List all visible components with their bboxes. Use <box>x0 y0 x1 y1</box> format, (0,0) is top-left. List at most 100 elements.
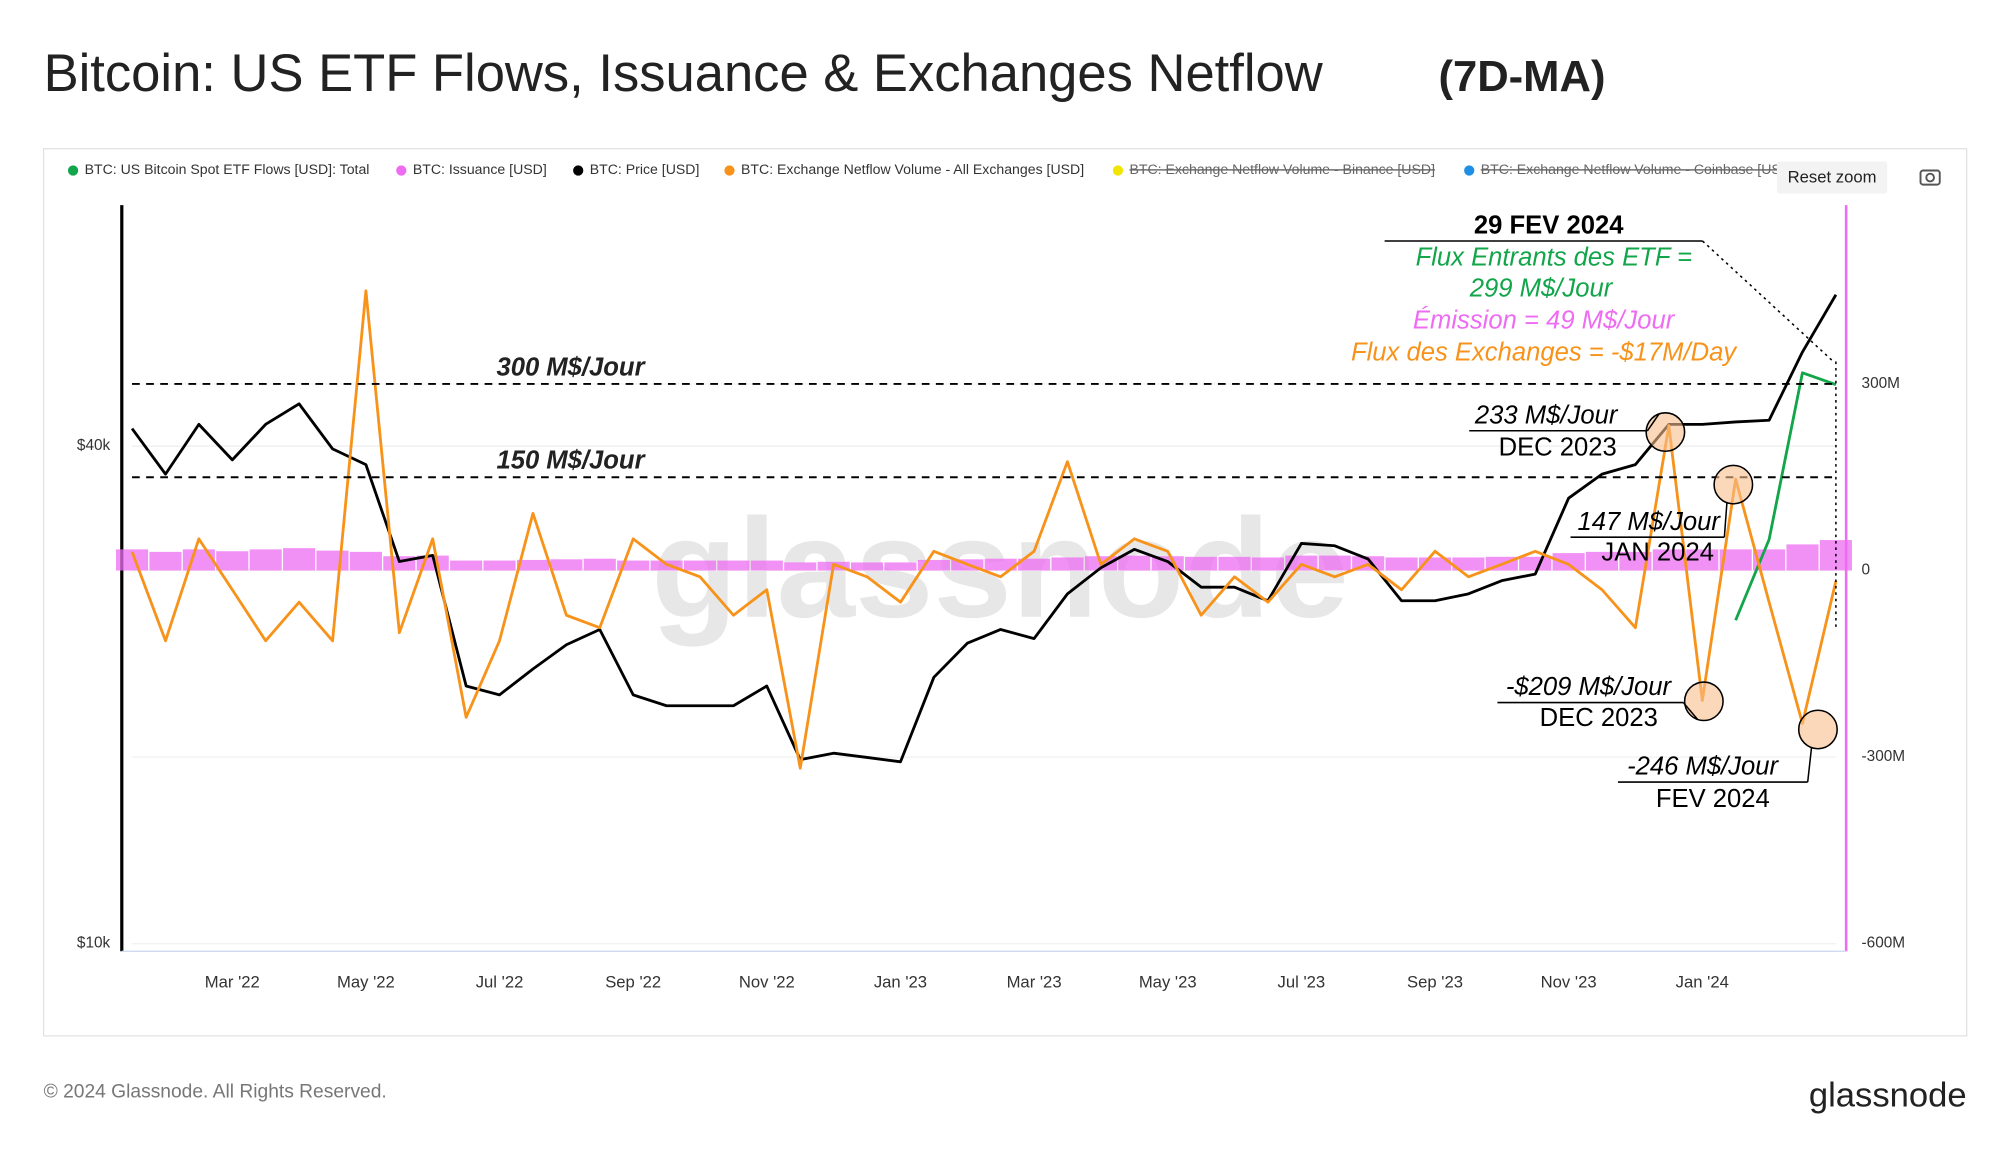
legend-label: BTC: Exchange Netflow Volume - All Excha… <box>741 161 1084 177</box>
annotation-circle <box>1797 709 1838 750</box>
legend-label: BTC: Price [USD] <box>590 161 700 177</box>
issuance-bar <box>1686 549 1719 571</box>
y-tick-label: $10k <box>77 935 111 952</box>
camera-lens[interactable] <box>1925 172 1935 183</box>
issuance-bar <box>1652 549 1685 571</box>
annotation-text: Flux des Exchanges = -$17M/Day <box>1351 339 1738 367</box>
y2-tick-label: 0 <box>1862 562 1871 579</box>
issuance-bar <box>1385 557 1418 571</box>
issuance-bar <box>884 562 917 571</box>
annotation-text: 299 M$/Jour <box>1469 275 1614 303</box>
y2-tick-label: -300M <box>1862 748 1906 765</box>
issuance-bar <box>1753 549 1786 571</box>
issuance-bar <box>1018 558 1051 571</box>
annotation-text: DEC 2023 <box>1540 704 1658 732</box>
annotation-pointer <box>1806 747 1813 783</box>
issuance-bar <box>115 549 149 571</box>
legend-dot <box>1464 165 1475 176</box>
issuance-bar <box>1185 556 1218 571</box>
annotation-text: 29 FEV 2024 <box>1474 212 1624 240</box>
x-tick-label: Jul '22 <box>476 973 524 992</box>
annotation-pointer <box>1682 702 1699 720</box>
annotation-pointer <box>1702 240 1834 363</box>
chart-title: Bitcoin: US ETF Flows, Issuance & Exchan… <box>44 44 1324 103</box>
annotation-text: -246 M$/Jour <box>1627 753 1779 781</box>
x-tick-label: Sep '22 <box>605 973 661 992</box>
issuance-bar <box>683 560 717 571</box>
annotation-text: -$209 M$/Jour <box>1506 673 1673 701</box>
reference-label: 150 M$/Jour <box>496 447 646 475</box>
reference-label: 300 M$/Jour <box>496 353 646 381</box>
legend-label-hidden: BTC: Exchange Netflow Volume - Binance [… <box>1129 161 1435 177</box>
issuance-bar <box>516 559 550 571</box>
series-line <box>130 289 1838 770</box>
issuance-bar <box>1585 551 1619 571</box>
annotation-text: Flux Entrants des ETF = <box>1416 244 1693 272</box>
annotation-text: FEV 2024 <box>1656 785 1770 813</box>
footer: © 2024 Glassnode. All Rights Reserved. <box>44 1081 387 1102</box>
issuance-bar <box>617 560 650 571</box>
issuance-bar <box>1786 544 1819 571</box>
issuance-bar <box>784 562 817 571</box>
issuance-bar <box>1051 557 1084 571</box>
x-tick-label: Sep '23 <box>1407 973 1463 992</box>
x-tick-label: Mar '23 <box>1007 973 1062 992</box>
annotation-text: Émission = 49 M$/Jour <box>1413 306 1676 335</box>
issuance-bar <box>1318 555 1351 571</box>
x-tick-label: May '23 <box>1139 973 1197 992</box>
annotation-text: 233 M$/Jour <box>1474 401 1619 429</box>
issuance-bar <box>1452 557 1485 571</box>
annotation-pointer <box>1723 502 1728 538</box>
issuance-bar <box>717 560 750 571</box>
chart-frame <box>42 148 1968 1037</box>
legend-label-hidden: BTC: Exchange Netflow Volume - Coinbase … <box>1481 161 1781 177</box>
series-line <box>130 294 1838 764</box>
y2-tick-label: -600M <box>1862 935 1906 952</box>
issuance-bar <box>1552 553 1585 571</box>
annotation-circle <box>1645 412 1686 453</box>
x-tick-label: Nov '22 <box>739 973 795 992</box>
issuance-bar <box>450 560 483 571</box>
y-tick-label: $40k <box>77 437 111 454</box>
issuance-bar <box>917 559 950 571</box>
issuance-bar <box>1118 555 1151 571</box>
issuance-bar <box>850 562 884 571</box>
issuance-bar <box>483 560 516 571</box>
issuance-bar <box>149 551 182 571</box>
camera-body[interactable] <box>1919 169 1941 186</box>
reset-zoom-label[interactable]: Reset zoom <box>1788 168 1877 187</box>
annotation-circle <box>1683 681 1724 722</box>
legend-dot <box>573 165 584 176</box>
annotation-circle <box>1713 464 1754 505</box>
legend-dot <box>67 165 79 176</box>
annotation-text: 147 M$/Jour <box>1577 508 1721 536</box>
x-tick-label: Jan '23 <box>874 973 927 992</box>
issuance-bar <box>216 551 249 571</box>
issuance-bar <box>249 549 282 571</box>
issuance-bar <box>182 549 215 571</box>
chart-title-suffix: (7D-MA) <box>1438 53 1605 101</box>
y2-tick-label: 300M <box>1862 375 1900 392</box>
annotation-text: DEC 2023 <box>1499 433 1617 461</box>
legend-dot <box>396 165 407 176</box>
issuance-bar <box>1619 551 1652 571</box>
camera-icon[interactable] <box>1919 169 1941 186</box>
legend-dot <box>1112 165 1124 176</box>
issuance-bar <box>349 551 382 571</box>
x-tick-label: Mar '22 <box>205 973 260 992</box>
issuance-bar <box>1519 556 1552 571</box>
reset-zoom-button[interactable] <box>1776 161 1888 194</box>
legend-dot <box>724 165 735 176</box>
issuance-bar <box>550 559 583 571</box>
issuance-bar <box>984 558 1017 571</box>
legend-label: BTC: Issuance [USD] <box>413 161 547 177</box>
issuance-bar <box>316 550 349 571</box>
series-line <box>1734 371 1837 621</box>
legend-label: BTC: US Bitcoin Spot ETF Flows [USD]: To… <box>85 161 370 177</box>
x-tick-label: Nov '23 <box>1541 973 1597 992</box>
annotation-text: JAN 2024 <box>1601 539 1714 567</box>
x-tick-label: Jul '23 <box>1278 973 1326 992</box>
issuance-bar <box>283 548 316 571</box>
